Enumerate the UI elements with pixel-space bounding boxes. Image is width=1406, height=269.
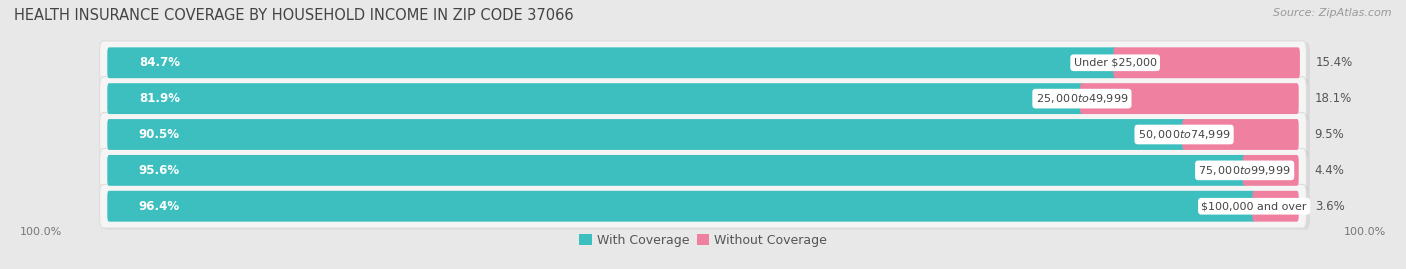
- FancyBboxPatch shape: [1243, 155, 1299, 186]
- FancyBboxPatch shape: [107, 83, 1084, 114]
- Text: 9.5%: 9.5%: [1315, 128, 1344, 141]
- FancyBboxPatch shape: [100, 148, 1306, 192]
- Text: 81.9%: 81.9%: [139, 92, 180, 105]
- FancyBboxPatch shape: [100, 184, 1306, 228]
- Text: Under $25,000: Under $25,000: [1074, 58, 1157, 68]
- FancyBboxPatch shape: [103, 186, 1310, 229]
- FancyBboxPatch shape: [1253, 191, 1299, 222]
- Text: 100.0%: 100.0%: [1344, 227, 1386, 237]
- FancyBboxPatch shape: [1080, 83, 1299, 114]
- FancyBboxPatch shape: [100, 113, 1306, 156]
- FancyBboxPatch shape: [1182, 119, 1299, 150]
- FancyBboxPatch shape: [103, 42, 1310, 86]
- Text: 100.0%: 100.0%: [20, 227, 62, 237]
- Text: $75,000 to $99,999: $75,000 to $99,999: [1198, 164, 1291, 177]
- FancyBboxPatch shape: [1114, 47, 1301, 78]
- Text: 84.7%: 84.7%: [139, 56, 180, 69]
- FancyBboxPatch shape: [100, 77, 1306, 121]
- FancyBboxPatch shape: [103, 78, 1310, 122]
- Text: 15.4%: 15.4%: [1316, 56, 1353, 69]
- Text: 96.4%: 96.4%: [139, 200, 180, 213]
- Text: 3.6%: 3.6%: [1315, 200, 1344, 213]
- FancyBboxPatch shape: [103, 150, 1310, 194]
- FancyBboxPatch shape: [107, 155, 1247, 186]
- Text: 18.1%: 18.1%: [1315, 92, 1353, 105]
- Text: 95.6%: 95.6%: [139, 164, 180, 177]
- FancyBboxPatch shape: [103, 114, 1310, 158]
- FancyBboxPatch shape: [107, 191, 1256, 222]
- Text: 90.5%: 90.5%: [139, 128, 180, 141]
- FancyBboxPatch shape: [100, 41, 1306, 85]
- Text: 4.4%: 4.4%: [1315, 164, 1344, 177]
- Text: $100,000 and over: $100,000 and over: [1201, 201, 1308, 211]
- Legend: With Coverage, Without Coverage: With Coverage, Without Coverage: [579, 234, 827, 247]
- FancyBboxPatch shape: [107, 47, 1116, 78]
- Text: $50,000 to $74,999: $50,000 to $74,999: [1137, 128, 1230, 141]
- Text: HEALTH INSURANCE COVERAGE BY HOUSEHOLD INCOME IN ZIP CODE 37066: HEALTH INSURANCE COVERAGE BY HOUSEHOLD I…: [14, 8, 574, 23]
- FancyBboxPatch shape: [107, 119, 1185, 150]
- Text: Source: ZipAtlas.com: Source: ZipAtlas.com: [1274, 8, 1392, 18]
- Text: $25,000 to $49,999: $25,000 to $49,999: [1036, 92, 1128, 105]
